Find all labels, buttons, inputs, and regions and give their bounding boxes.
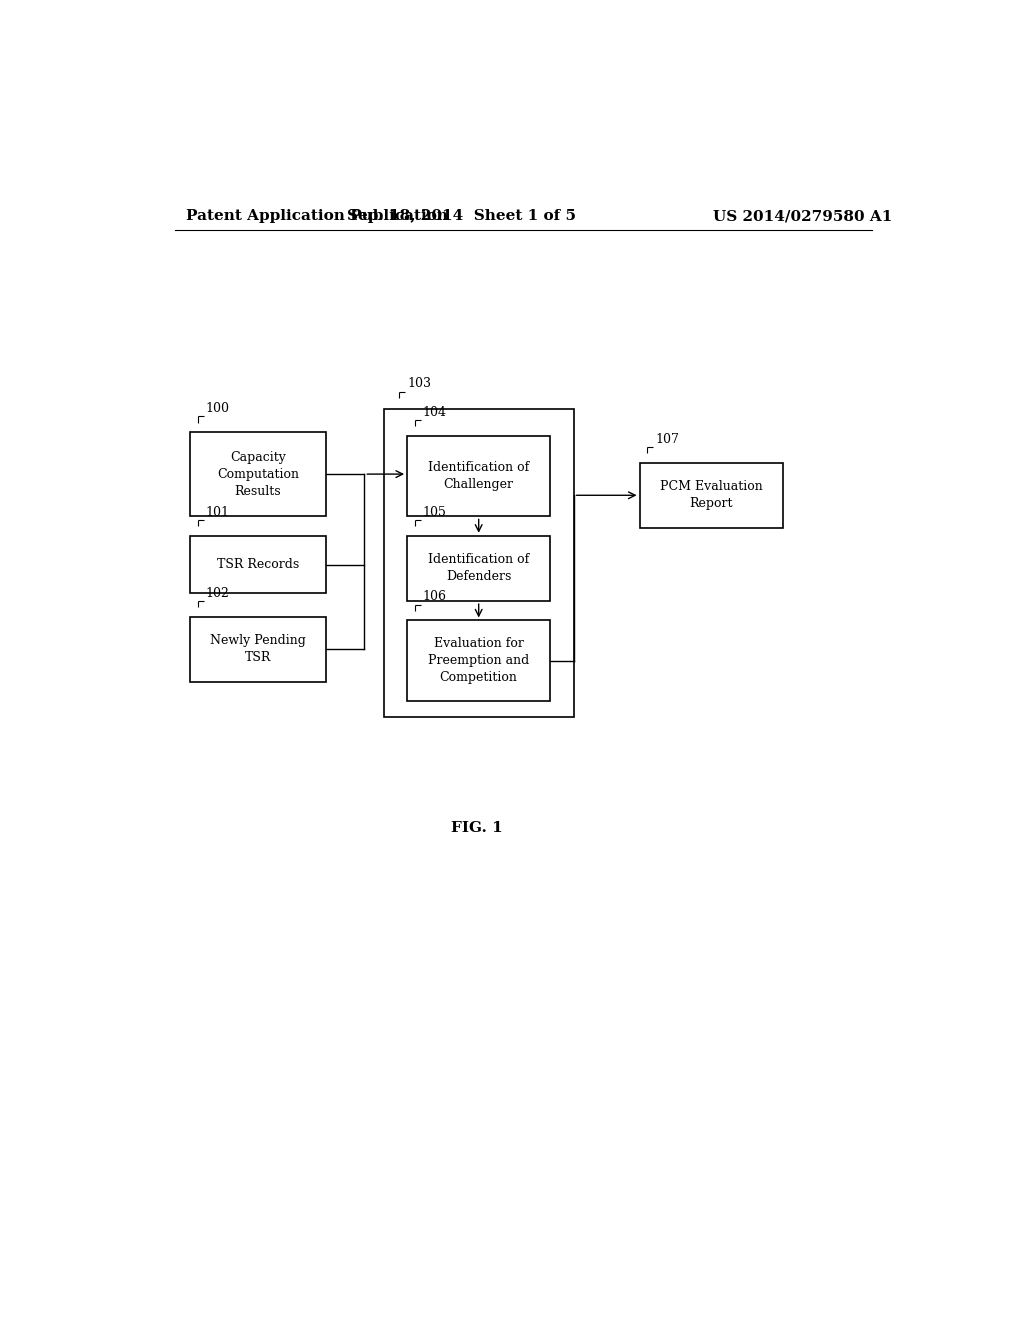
Text: FIG. 1: FIG. 1 <box>451 821 503 836</box>
Text: Newly Pending
TSR: Newly Pending TSR <box>210 635 306 664</box>
Bar <box>407 620 550 701</box>
Bar <box>190 536 326 594</box>
Text: 101: 101 <box>206 506 229 519</box>
Text: Patent Application Publication: Patent Application Publication <box>186 209 449 223</box>
Bar <box>407 536 550 601</box>
Text: Identification of
Challenger: Identification of Challenger <box>428 461 529 491</box>
Text: PCM Evaluation
Report: PCM Evaluation Report <box>659 480 763 511</box>
Bar <box>384 409 573 717</box>
Text: 100: 100 <box>206 401 229 414</box>
Bar <box>640 462 783 528</box>
Text: 104: 104 <box>423 405 446 418</box>
Text: 107: 107 <box>655 433 679 446</box>
Text: 102: 102 <box>206 586 229 599</box>
Bar <box>190 616 326 682</box>
Bar <box>407 436 550 516</box>
Text: TSR Records: TSR Records <box>217 558 299 572</box>
Text: Identification of
Defenders: Identification of Defenders <box>428 553 529 583</box>
Text: Capacity
Computation
Results: Capacity Computation Results <box>217 450 299 498</box>
Bar <box>190 432 326 516</box>
Text: US 2014/0279580 A1: US 2014/0279580 A1 <box>713 209 892 223</box>
Text: 106: 106 <box>423 590 446 603</box>
Text: Sep. 18, 2014  Sheet 1 of 5: Sep. 18, 2014 Sheet 1 of 5 <box>347 209 575 223</box>
Text: 103: 103 <box>407 378 431 391</box>
Text: 105: 105 <box>423 506 446 519</box>
Text: Evaluation for
Preemption and
Competition: Evaluation for Preemption and Competitio… <box>428 638 529 684</box>
